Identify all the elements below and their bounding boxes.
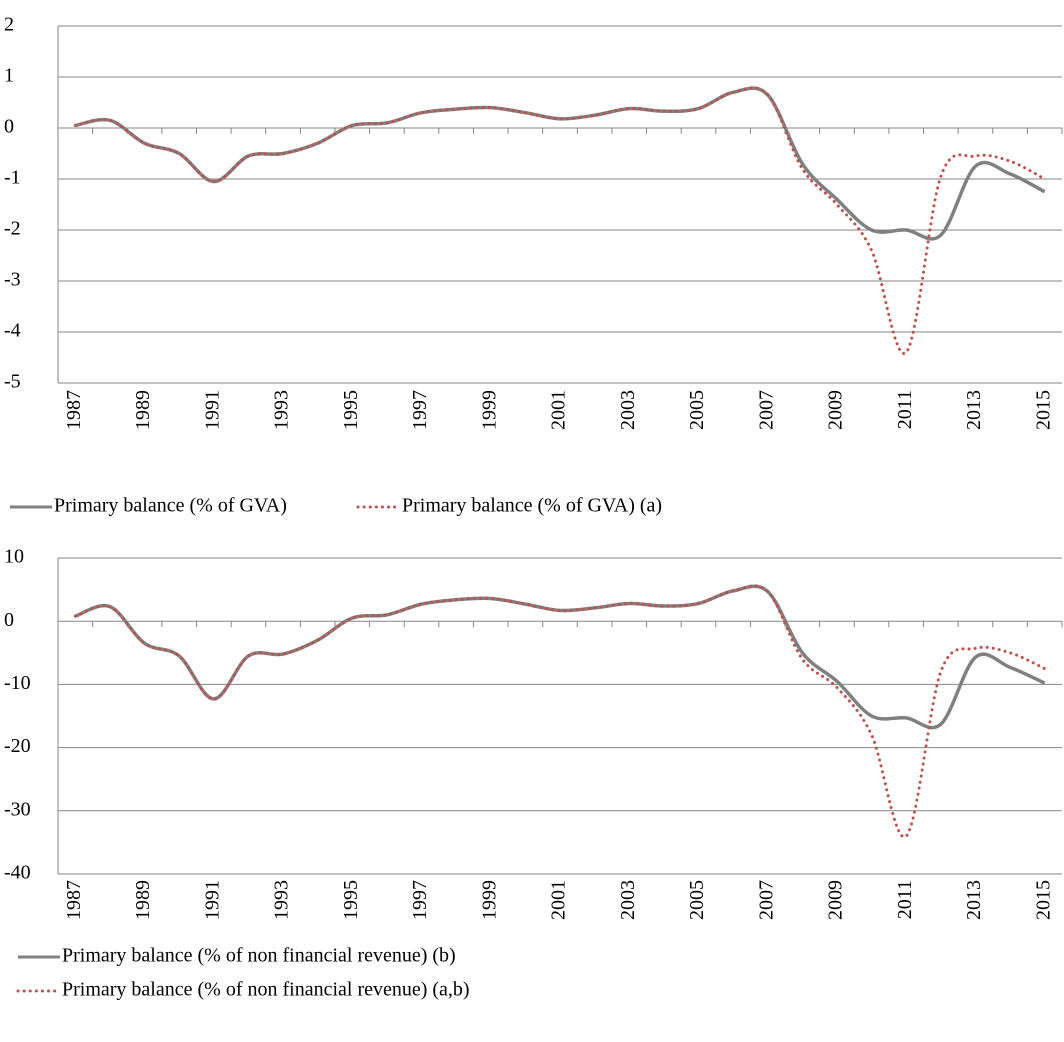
x-tick-label: 1993 — [271, 880, 293, 920]
series-line — [74, 86, 1046, 241]
x-tick-label: 1989 — [132, 390, 154, 430]
x-tick-label: 1997 — [409, 880, 431, 920]
x-tick-label: 1987 — [63, 390, 85, 430]
legend-label: Primary balance (% of non financial reve… — [62, 945, 456, 967]
y-tick-label: -30 — [4, 798, 31, 820]
x-tick-label: 2013 — [963, 390, 985, 430]
y-tick-label: -5 — [4, 371, 21, 393]
x-tick-label: 2007 — [755, 880, 777, 920]
x-tick-label: 2001 — [548, 390, 570, 430]
y-tick-label: 10 — [4, 546, 24, 568]
y-tick-label: 2 — [4, 14, 14, 36]
x-tick-label: 1995 — [340, 880, 362, 920]
x-tick-label: 2009 — [825, 880, 847, 920]
y-tick-label: -20 — [4, 735, 31, 757]
x-tick-label: 1997 — [409, 390, 431, 430]
x-tick-label: 1999 — [478, 390, 500, 430]
x-tick-label: 1993 — [271, 390, 293, 430]
x-tick-label: 2003 — [617, 880, 639, 920]
x-tick-label: 1991 — [201, 880, 223, 920]
series-line — [74, 584, 1046, 730]
x-tick-label: 2011 — [894, 390, 916, 429]
x-tick-label: 2005 — [686, 880, 708, 920]
x-tick-label: 1987 — [63, 880, 85, 920]
y-tick-label: -1 — [4, 167, 21, 189]
x-tick-label: 2001 — [548, 880, 570, 920]
x-tick-label: 2011 — [894, 880, 916, 919]
series-line — [73, 584, 1047, 839]
x-tick-label: 1989 — [132, 880, 154, 920]
x-tick-label: 2003 — [617, 390, 639, 430]
x-tick-label: 2013 — [963, 880, 985, 920]
x-tick-label: 1995 — [340, 390, 362, 430]
series-line — [73, 86, 1047, 355]
x-tick-label: 2007 — [755, 390, 777, 430]
y-tick-label: -4 — [4, 320, 21, 342]
legend-label: Primary balance (% of GVA) (a) — [402, 495, 662, 517]
x-tick-label: 2015 — [1032, 390, 1054, 430]
x-tick-label: 1991 — [201, 390, 223, 430]
y-tick-label: -2 — [4, 218, 21, 240]
y-tick-label: 0 — [4, 116, 14, 138]
legend-label: Primary balance (% of non financial reve… — [62, 979, 470, 1001]
y-tick-label: 0 — [4, 609, 14, 631]
x-tick-label: 2015 — [1032, 880, 1054, 920]
x-tick-label: 2009 — [825, 390, 847, 430]
y-tick-label: -10 — [4, 672, 31, 694]
x-tick-label: 1999 — [478, 880, 500, 920]
y-tick-label: -3 — [4, 269, 21, 291]
y-tick-label: -40 — [4, 862, 31, 884]
y-tick-label: 1 — [4, 65, 14, 87]
x-tick-label: 2005 — [686, 390, 708, 430]
legend-label: Primary balance (% of GVA) — [54, 495, 287, 517]
